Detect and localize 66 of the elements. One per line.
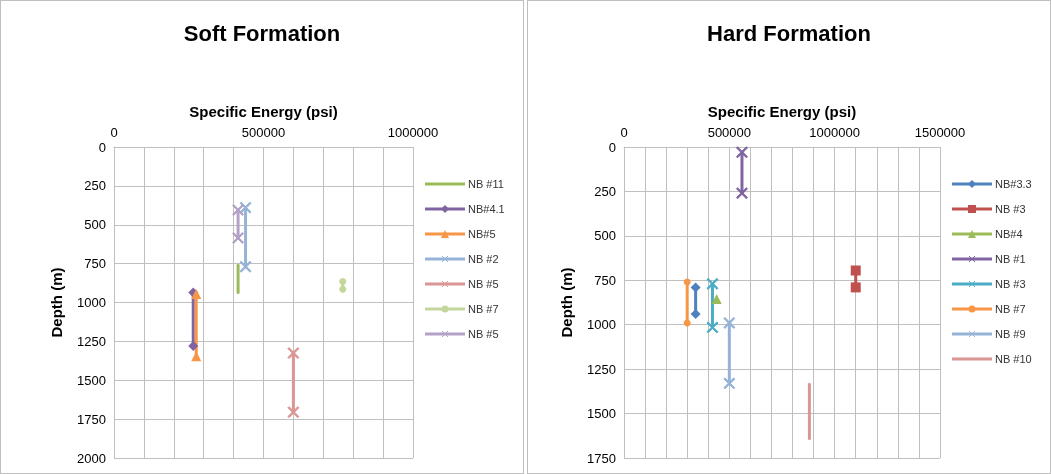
y-tick-label: 1500 bbox=[587, 406, 616, 422]
legend-label: NB #2 bbox=[468, 252, 499, 265]
point bbox=[690, 282, 701, 293]
chart-title: Soft Formation bbox=[183, 20, 341, 46]
legend-label: NB #7 bbox=[468, 302, 499, 315]
legend-label: NB #5 bbox=[468, 277, 499, 290]
legend-label: NB#3.3 bbox=[995, 177, 1032, 190]
legend-label: NB#4.1 bbox=[468, 202, 505, 215]
y-tick-label: 750 bbox=[84, 256, 106, 272]
legend-label: NB #9 bbox=[995, 327, 1026, 340]
y-tick-label: 1000 bbox=[77, 295, 106, 310]
point bbox=[735, 187, 748, 200]
y-tick-label: 1250 bbox=[587, 361, 616, 377]
x-tick-label: 500000 bbox=[707, 125, 752, 140]
y-tick-label: 0 bbox=[98, 139, 106, 155]
y-tick-label: 1750 bbox=[587, 450, 616, 466]
legend-label: NB #1 bbox=[995, 252, 1026, 265]
y-tick-label: 500 bbox=[84, 217, 106, 233]
point bbox=[287, 406, 300, 419]
y-axis-title: Depth (m) bbox=[558, 267, 575, 338]
chart-title: Hard Formation bbox=[707, 20, 871, 46]
y-axis-title: Depth (m) bbox=[48, 267, 65, 338]
x-tick-label: 500000 bbox=[241, 125, 286, 140]
legend-label: NB#5 bbox=[468, 227, 496, 240]
point bbox=[711, 293, 722, 304]
point bbox=[339, 278, 347, 286]
point bbox=[232, 231, 245, 244]
y-tick-label: 1000 bbox=[587, 317, 616, 333]
x-tick-label: 1000000 bbox=[387, 125, 439, 140]
legend-label: NB #3 bbox=[995, 202, 1026, 215]
y-tick-label: 750 bbox=[594, 272, 616, 288]
point bbox=[690, 309, 701, 320]
y-tick-label: 500 bbox=[594, 228, 616, 244]
x-tick-label: 1000000 bbox=[809, 125, 860, 140]
point bbox=[683, 278, 691, 286]
legend-label: NB #10 bbox=[995, 352, 1032, 365]
point bbox=[232, 203, 245, 216]
point bbox=[683, 319, 691, 327]
point bbox=[706, 321, 719, 334]
point bbox=[287, 347, 300, 360]
point bbox=[850, 282, 861, 293]
y-tick-label: 0 bbox=[608, 139, 616, 155]
point bbox=[706, 277, 719, 290]
y-tick-label: 250 bbox=[594, 183, 616, 199]
x-tick-label: 1500000 bbox=[914, 125, 966, 140]
legend-label: NB #5 bbox=[468, 327, 499, 340]
point bbox=[239, 260, 252, 273]
x-axis-title: Specific Energy (psi) bbox=[189, 103, 338, 120]
y-tick-label: 250 bbox=[84, 178, 106, 194]
y-tick-label: 2000 bbox=[77, 450, 106, 466]
point bbox=[723, 316, 736, 329]
x-tick-label: 0 bbox=[620, 125, 628, 140]
y-tick-label: 1500 bbox=[77, 372, 106, 388]
legend-label: NB#4 bbox=[995, 227, 1023, 240]
point bbox=[850, 265, 861, 276]
x-tick-label: 0 bbox=[110, 125, 118, 140]
point bbox=[339, 285, 347, 293]
point bbox=[723, 377, 736, 390]
legend-label: NB #3 bbox=[995, 277, 1026, 290]
legend-label: NB #11 bbox=[468, 177, 504, 190]
y-tick-label: 1750 bbox=[77, 411, 106, 427]
point bbox=[735, 146, 748, 159]
legend-label: NB #7 bbox=[995, 302, 1026, 315]
point bbox=[188, 341, 199, 352]
y-tick-label: 1250 bbox=[77, 333, 106, 349]
x-axis-title: Specific Energy (psi) bbox=[707, 103, 857, 120]
